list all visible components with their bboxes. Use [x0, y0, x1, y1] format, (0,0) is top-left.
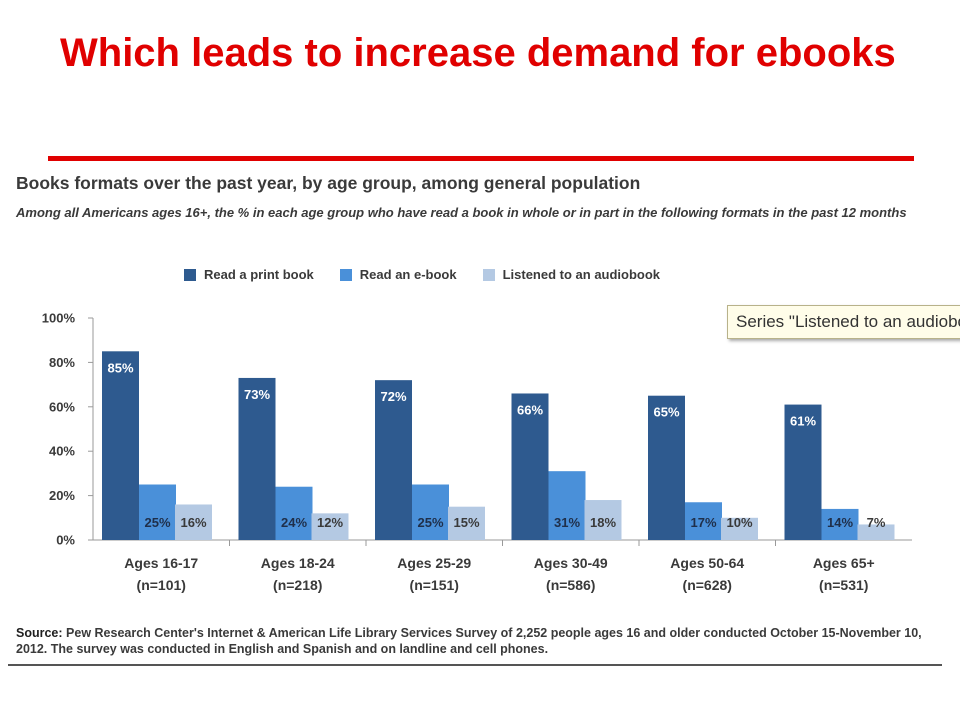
bar-value-label: 25%: [417, 515, 443, 530]
x-category-label: Ages 65+: [813, 555, 875, 571]
source-label: Source:: [16, 626, 63, 640]
x-category-sublabel: (n=101): [137, 577, 186, 593]
bar-value-label: 15%: [453, 515, 479, 530]
chart-tooltip: Series "Listened to an audiobook": [727, 305, 960, 339]
bar-0-1: [238, 377, 276, 540]
y-tick-label: 0%: [56, 533, 75, 548]
bar-2-3: [584, 500, 622, 540]
bar-value-label: 18%: [590, 515, 616, 530]
bar-value-label: 85%: [107, 360, 133, 375]
bar-value-label: 72%: [380, 389, 406, 404]
legend-swatch-audiobook: [482, 268, 495, 281]
bar-value-label: 7%: [867, 515, 886, 530]
legend-item-ebook[interactable]: Read an e-book: [339, 267, 457, 282]
x-category-label: Ages 30-49: [534, 555, 608, 571]
chart-legend: Read a print book Read an e-book Listene…: [184, 267, 660, 282]
bar-0-2: [375, 380, 412, 540]
chart-source-note: Source: Pew Research Center's Internet &…: [16, 625, 946, 657]
bar-2-0: [175, 504, 212, 540]
bar-2-4: [721, 517, 758, 540]
y-tick-label: 20%: [49, 488, 75, 503]
legend-label-ebook: Read an e-book: [359, 267, 457, 282]
chart-subtitle: Among all Americans ages 16+, the % in e…: [16, 205, 907, 220]
x-category-label: Ages 18-24: [261, 555, 335, 571]
bar-2-2: [448, 506, 485, 540]
bar-value-label: 66%: [517, 402, 543, 417]
slide-title: Which leads to increase demand for ebook…: [60, 31, 896, 75]
legend-item-audiobook[interactable]: Listened to an audiobook: [482, 267, 661, 282]
bar-value-label: 61%: [790, 414, 816, 429]
x-category-sublabel: (n=151): [410, 577, 459, 593]
bar-1-0: [139, 484, 176, 540]
title-underline: [48, 156, 914, 161]
bar-1-4: [685, 502, 722, 540]
bar-0-5: [784, 404, 822, 540]
x-category-sublabel: (n=586): [546, 577, 595, 593]
x-category-sublabel: (n=218): [273, 577, 322, 593]
x-category-label: Ages 25-29: [397, 555, 471, 571]
bar-1-2: [412, 484, 449, 540]
legend-swatch-print: [184, 268, 196, 281]
bar-value-label: 10%: [726, 515, 752, 530]
bar-0-0: [102, 351, 139, 540]
y-tick-label: 60%: [49, 399, 75, 414]
y-tick-label: 40%: [49, 444, 75, 459]
bar-1-1: [275, 486, 313, 540]
bar-value-label: 65%: [653, 405, 679, 420]
y-tick-label: 80%: [49, 355, 75, 370]
source-text: Pew Research Center's Internet & America…: [16, 626, 922, 656]
bottom-divider: [8, 664, 942, 666]
x-category-label: Ages 50-64: [670, 555, 744, 571]
x-category-sublabel: (n=628): [683, 577, 732, 593]
bar-value-label: 16%: [180, 515, 206, 530]
bar-value-label: 73%: [244, 387, 270, 402]
x-category-label: Ages 16-17: [124, 555, 198, 571]
bar-value-label: 17%: [690, 515, 716, 530]
bar-value-label: 12%: [317, 515, 343, 530]
bar-2-1: [311, 513, 349, 540]
bar-value-label: 31%: [554, 515, 580, 530]
x-category-sublabel: (n=531): [819, 577, 868, 593]
legend-swatch-ebook: [339, 268, 352, 281]
bar-0-4: [648, 395, 685, 540]
legend-label-print: Read a print book: [204, 267, 314, 282]
bar-1-5: [821, 508, 859, 540]
y-tick-label: 100%: [42, 311, 76, 326]
legend-label-audiobook: Listened to an audiobook: [502, 267, 661, 282]
bar-value-label: 24%: [281, 515, 307, 530]
bar-2-5: [857, 524, 895, 540]
bar-0-3: [511, 393, 549, 540]
bar-value-label: 25%: [144, 515, 170, 530]
chart-title: Books formats over the past year, by age…: [16, 173, 641, 193]
bar-value-label: 14%: [827, 515, 853, 530]
legend-item-print[interactable]: Read a print book: [184, 267, 314, 282]
bar-1-3: [548, 471, 586, 540]
